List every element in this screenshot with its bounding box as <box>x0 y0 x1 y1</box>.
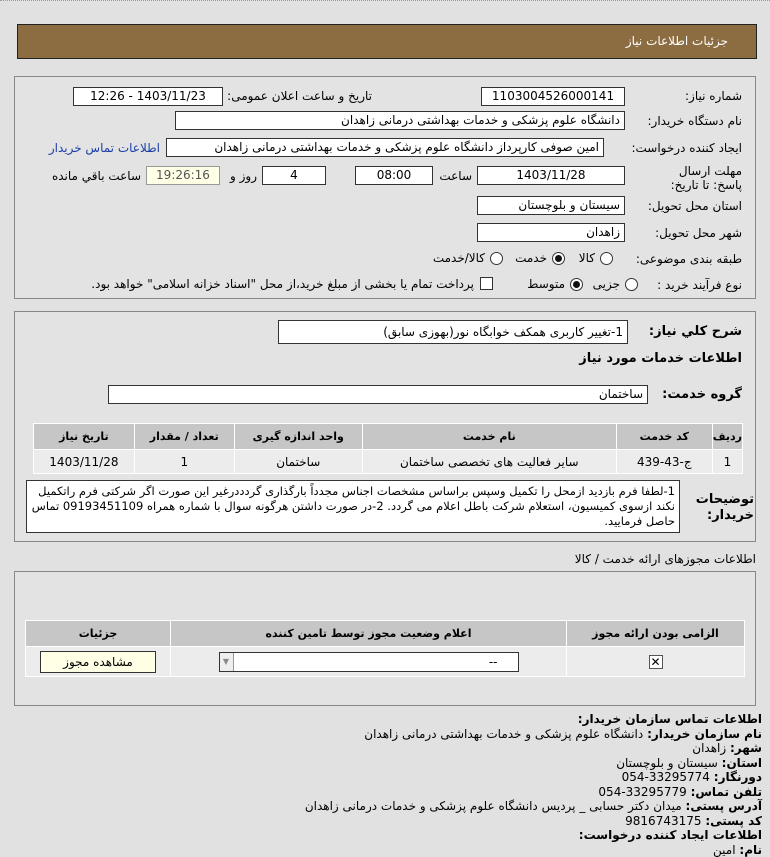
col-date: تاریخ نیاز <box>33 423 135 450</box>
col-name: نام خدمت <box>361 423 617 450</box>
province-label: استان محل تحویل: <box>647 199 742 213</box>
city-label: شهر: <box>730 741 762 755</box>
chevron-down-icon: ▼ <box>219 652 234 671</box>
buyer-contact-link[interactable]: اطلاعات تماس خریدار <box>48 141 160 155</box>
table-row: 1 ج-43-439 سایر فعالیت های تخصصی ساختمان… <box>33 449 744 474</box>
process-label: نوع فرآیند خرید : <box>657 278 742 292</box>
need-number-label: شماره نیاز: <box>685 89 742 103</box>
phone-label: تلفن تماس: <box>690 784 762 799</box>
announce-label: تاریخ و ساعت اعلان عمومی: <box>227 89 372 103</box>
city-value: زاهدان <box>692 741 727 755</box>
province-value: سیستان و بلوچستان <box>616 755 718 770</box>
announce-field: 1403/11/23 - 12:26 <box>73 87 223 106</box>
org-label: نام سازمان خریدار: <box>647 726 762 741</box>
category-radio-goods-service[interactable] <box>490 252 503 265</box>
address-value: میدان دکتر حسابی _ پردیس دانشگاه علوم پز… <box>304 799 682 813</box>
summary-field: 1-تغییر کاربری همکف خوابگاه نور(بهوزی سا… <box>278 320 628 344</box>
col-permit-details: جزئیات <box>25 620 171 647</box>
permit-required-cell: ✕ <box>566 646 745 677</box>
remaining-time-field: 19:26:16 <box>146 166 220 185</box>
permit-status-value: -- <box>488 654 498 669</box>
time-label: ساعت <box>439 169 472 183</box>
process-option-medium-label: متوسط <box>527 277 565 291</box>
cell-name: سایر فعالیت های تخصصی ساختمان <box>361 449 617 474</box>
province-label: استان: <box>721 755 762 770</box>
province-field: سیستان و بلوچستان <box>477 196 625 215</box>
creator-field: امین صوفی کارپرداز دانشگاه علوم پزشکی و … <box>166 138 604 157</box>
payment-note: پرداخت تمام یا بخشی از مبلغ خرید،از محل … <box>91 277 474 291</box>
category-option-goods-label: کالا <box>578 251 595 265</box>
phone-value: 054-33295779 <box>598 784 687 799</box>
checkbox-crossed-icon: ✕ <box>648 654 663 669</box>
notes-label: توضیحات خریدار: <box>695 492 754 523</box>
fax-value: 054-33295774 <box>621 770 710 784</box>
permit-details-cell: مشاهده مجوز <box>25 646 171 677</box>
category-label: طبقه بندی موضوعی: <box>635 252 742 266</box>
page-header: جزئیات اطلاعات نیاز <box>17 24 757 59</box>
postal-label: کد پستی: <box>705 813 762 828</box>
service-group-label: گروه خدمت: <box>662 387 742 402</box>
process-radio-minor[interactable] <box>625 278 638 291</box>
buyer-contact-section: اطلاعات تماس سازمان خریدار: نام سازمان خ… <box>62 712 762 857</box>
contact-title: اطلاعات تماس سازمان خریدار: <box>577 712 762 726</box>
col-unit: واحد اندازه گیری <box>233 423 363 450</box>
address-label: آدرس پستی: <box>685 799 762 813</box>
summary-label: شرح کلي نیاز: <box>648 324 742 339</box>
category-radio-service[interactable] <box>552 252 565 265</box>
city-field: زاهدان <box>477 223 625 242</box>
table-row: ✕ -- ▼ مشاهده مجوز <box>25 646 745 677</box>
col-row: ردیف <box>711 423 744 450</box>
deadline-date-field: 1403/11/28 <box>477 166 625 185</box>
category-option-service-label: خدمت <box>515 251 547 265</box>
buyer-label: نام دستگاه خریدار: <box>647 114 743 128</box>
permit-status-cell: -- ▼ <box>170 646 567 677</box>
process-radio-medium[interactable] <box>570 278 583 291</box>
service-group-field: ساختمان <box>108 385 648 404</box>
category-radio-goods[interactable] <box>600 252 613 265</box>
cell-qty: 1 <box>133 449 235 474</box>
creator-title: اطلاعات ایجاد کننده درخواست: <box>578 828 762 842</box>
days-field: 4 <box>262 166 326 185</box>
postal-value: 9816743175 <box>625 813 702 828</box>
deadline-label: مهلت ارسال پاسخ: تا تاریخ: <box>670 164 742 192</box>
category-option-goods-service-label: کالا/خدمت <box>432 251 485 265</box>
remaining-label: ساعت باقي مانده <box>51 169 141 183</box>
services-table: ردیف کد خدمت نام خدمت واحد اندازه گیری ت… <box>33 423 744 474</box>
permits-table: الزامی بودن ارائه مجوز اعلام وضعیت مجوز … <box>25 620 745 677</box>
permit-status-select[interactable]: -- ▼ <box>218 651 519 672</box>
need-number-field: 1103004526000141 <box>481 87 625 106</box>
cell-date: 1403/11/28 <box>33 449 135 474</box>
services-title: اطلاعات خدمات مورد نیاز <box>579 351 742 366</box>
cell-row: 1 <box>711 449 744 474</box>
cell-unit: ساختمان <box>233 449 363 474</box>
process-option-minor-label: جزیی <box>592 277 620 291</box>
fax-label: دورنگار: <box>713 770 762 784</box>
col-permit-status: اعلام وضعیت مجوز توسط تامین کننده <box>170 620 567 647</box>
payment-checkbox[interactable] <box>480 277 493 290</box>
deadline-time-field: 08:00 <box>355 166 433 185</box>
creator-label: ایجاد کننده درخواست: <box>631 141 742 155</box>
view-permit-button[interactable]: مشاهده مجوز <box>40 650 156 673</box>
col-permit-required: الزامی بودن ارائه مجوز <box>566 620 745 647</box>
buyer-notes: 1-لطفا فرم بازدید ازمحل را تکمیل وسپس بر… <box>26 480 680 533</box>
buyer-field: دانشگاه علوم پزشکی و خدمات بهداشتی درمان… <box>175 111 625 130</box>
col-code: کد خدمت <box>615 423 713 450</box>
org-value: دانشگاه علوم پزشکی و خدمات بهداشتی درمان… <box>364 726 644 741</box>
days-label: روز و <box>230 169 257 183</box>
city-label: شهر محل تحویل: <box>655 226 742 240</box>
permits-title: اطلاعات مجوزهای ارائه خدمت / کالا <box>574 552 756 566</box>
col-qty: تعداد / مقدار <box>133 423 235 450</box>
cell-code: ج-43-439 <box>615 449 713 474</box>
